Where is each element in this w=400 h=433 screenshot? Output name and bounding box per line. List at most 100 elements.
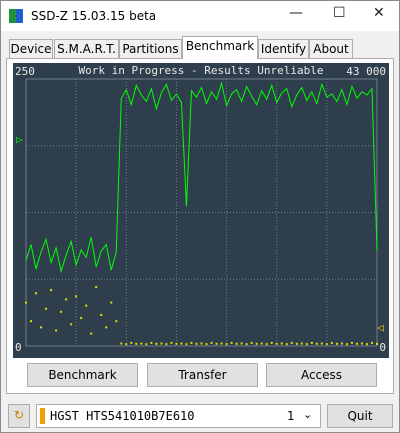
data-dot [160, 342, 163, 345]
data-dot [90, 332, 93, 335]
data-dot [240, 342, 243, 345]
maximize-button[interactable]: ☐ [333, 5, 346, 21]
data-dot [305, 343, 308, 346]
data-dot [120, 342, 123, 345]
data-dot [235, 342, 238, 345]
window-title: SSD-Z 15.03.15 beta [31, 9, 157, 23]
data-dot [170, 341, 173, 344]
data-dot [130, 341, 133, 344]
data-dot [350, 341, 353, 344]
tab[interactable]: Benchmark [182, 36, 258, 59]
drive-index: 1 [287, 409, 295, 423]
data-dot [110, 301, 113, 304]
button[interactable]: Transfer [147, 363, 258, 387]
data-dot [50, 289, 53, 292]
chart-background [13, 63, 389, 358]
data-dot [135, 342, 138, 345]
data-dot [280, 342, 283, 345]
tab[interactable]: Partitions [119, 39, 182, 58]
data-dot [210, 341, 213, 344]
tab[interactable]: Identify [258, 39, 309, 58]
data-dot [105, 326, 108, 329]
data-dot [100, 313, 103, 316]
button[interactable]: Benchmark [27, 363, 138, 387]
data-dot [265, 343, 268, 346]
dropdown-arrow: ⌄ [303, 408, 313, 421]
data-dot [80, 317, 83, 320]
data-dot [205, 343, 208, 346]
refresh-button[interactable]: ↻ [8, 404, 30, 428]
tab[interactable]: S.M.A.R.T. [54, 39, 119, 58]
data-dot [40, 326, 43, 329]
tick-label: 43 000 [346, 65, 386, 78]
data-dot [125, 343, 128, 346]
data-dot [325, 343, 328, 346]
data-dot [55, 329, 58, 332]
data-dot [376, 342, 378, 345]
data-dot [35, 292, 38, 295]
data-dot [145, 343, 148, 346]
data-dot [255, 342, 258, 345]
data-dot [175, 342, 178, 345]
data-dot [185, 343, 188, 346]
data-dot [225, 343, 228, 346]
data-dot [330, 341, 333, 344]
data-dot [45, 307, 48, 310]
drive-name: HGST HTS541010B7E610 [50, 409, 195, 423]
button[interactable]: Access [266, 363, 377, 387]
data-dot [25, 301, 27, 304]
data-dot [85, 304, 88, 307]
tick-label: 250 [15, 65, 35, 78]
data-dot [60, 310, 63, 313]
drive-color [40, 408, 45, 424]
data-dot [355, 342, 358, 345]
data-dot [315, 342, 318, 345]
title-bar: SSD-Z 15.03.15 beta — ☐ ✕ [1, 1, 399, 31]
data-dot [300, 342, 303, 345]
data-dot [320, 342, 323, 345]
data-dot [335, 342, 338, 345]
drive-select[interactable]: HGST HTS541010B7E610 1 ⌄ [36, 404, 321, 428]
data-dot [30, 320, 33, 323]
marker: ▷ [16, 133, 23, 146]
data-dot [270, 341, 273, 344]
marker: ◁ [377, 321, 384, 334]
tab[interactable]: About [309, 39, 353, 58]
data-dot [65, 298, 68, 301]
data-dot [250, 341, 253, 344]
data-dot [295, 342, 298, 345]
data-dot [220, 342, 223, 345]
close-button[interactable]: ✕ [373, 5, 385, 21]
data-dot [95, 286, 98, 289]
data-dot [165, 343, 168, 346]
data-dot [70, 323, 73, 326]
data-dot [245, 343, 248, 346]
data-dot [340, 342, 343, 345]
chart-title: Work in Progress - Results Unreliable [78, 64, 323, 77]
data-dot [360, 342, 363, 345]
data-dot [310, 341, 313, 344]
data-dot [180, 342, 183, 345]
tab[interactable]: Device [9, 39, 53, 58]
data-dot [230, 341, 233, 344]
data-dot [215, 342, 218, 345]
minimize-button[interactable]: — [289, 5, 303, 21]
data-dot [290, 341, 293, 344]
data-dot [195, 342, 198, 345]
tick-label: 0 [15, 341, 22, 354]
data-dot [275, 342, 278, 345]
tick-label: 0 [379, 341, 386, 354]
data-dot [345, 343, 348, 346]
chart: Work in Progress - Results Unreliable ▷ … [13, 63, 389, 358]
data-line [25, 81, 378, 274]
data-dot [285, 343, 288, 346]
data-dot [150, 341, 153, 344]
data-dot [200, 342, 203, 345]
data-dot [370, 341, 373, 344]
data-dot [190, 341, 193, 344]
data-dot [140, 342, 143, 345]
quit-button[interactable]: Quit [327, 404, 393, 428]
data-dot [115, 320, 118, 323]
data-dot [260, 342, 263, 345]
